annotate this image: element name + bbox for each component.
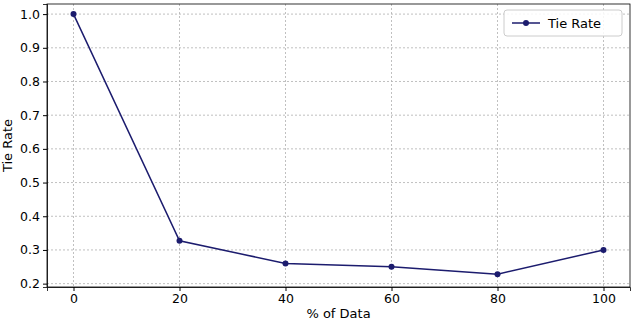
chart: 0 20 40 60 80 100 0.2 0.3 0.4 0.5 0.6 0.7 0.8 0.9 1.0 T…	[0, 0, 640, 321]
grid-line-y	[47, 47, 630, 48]
grid-line-y	[47, 216, 630, 217]
y-axis: 0.2 0.3 0.4 0.5 0.6 0.7 0.8 0.9 1.0	[20, 5, 47, 292]
tick-label: 80	[490, 291, 506, 306]
tick: 80	[490, 287, 506, 306]
series-point	[601, 247, 607, 253]
series-line	[74, 14, 604, 274]
tick-label: 100	[592, 291, 616, 306]
tick-mark	[43, 48, 47, 49]
tick-mark	[43, 284, 47, 285]
tick: 20	[172, 287, 188, 306]
grid-line-y	[47, 182, 630, 183]
tick-mark	[43, 216, 47, 217]
grid-line-x	[497, 4, 498, 287]
series-group	[71, 11, 607, 277]
grid-line-y	[47, 283, 630, 284]
grid-line-x	[285, 4, 286, 287]
grid-line-y	[47, 249, 630, 250]
series-point	[283, 260, 289, 266]
grid-line-x	[73, 4, 74, 287]
tick-label: 1.0	[20, 7, 40, 22]
tick: 0	[70, 287, 78, 306]
tick-label: 20	[172, 291, 188, 306]
grid-line-y	[47, 148, 630, 149]
grid-line-x	[603, 4, 604, 287]
tick-label: 0.7	[20, 108, 40, 123]
series-point	[71, 11, 77, 17]
legend-box	[504, 10, 622, 36]
tick-mark	[43, 149, 47, 150]
x-axis-title: % of Data	[306, 306, 370, 321]
tick-label: 0.2	[20, 276, 40, 291]
tick: 0.5	[20, 175, 47, 190]
tick: 100	[592, 287, 616, 306]
tick-mark	[43, 81, 47, 82]
series-point	[495, 271, 501, 277]
tick: 60	[384, 287, 400, 306]
y-axis-title: Tie Rate	[0, 119, 15, 173]
tick: 1.0	[20, 7, 47, 22]
tick-label: 0	[70, 291, 78, 306]
plot-area: 0 20 40 60 80 100 0.2 0.3 0.4 0.5 0.6 0.7 0.8 0.9 1.0 T…	[20, 4, 630, 306]
tick-mark	[43, 14, 47, 15]
axis-line	[48, 288, 631, 292]
series-point	[389, 264, 395, 270]
tick-mark	[43, 183, 47, 184]
tick: 0.9	[20, 40, 47, 55]
grid-line-x	[391, 4, 392, 287]
tick-label: 0.3	[20, 242, 40, 257]
tick-label: 60	[384, 291, 400, 306]
legend-marker	[523, 20, 529, 26]
x-axis: 0 20 40 60 80 100	[48, 287, 631, 306]
series-point	[177, 238, 183, 244]
tick-label: 0.5	[20, 175, 40, 190]
tick-label: 40	[278, 291, 294, 306]
tick: 40	[278, 287, 294, 306]
grid-line-x	[179, 4, 180, 287]
axis-line	[43, 5, 48, 288]
legend-label: Tie Rate	[547, 16, 601, 31]
grid-line-y	[47, 115, 630, 116]
tick: 0.7	[20, 108, 47, 123]
tick-label: 0.8	[20, 74, 40, 89]
tick: 0.2	[20, 276, 47, 291]
tick: 0.8	[20, 74, 47, 89]
grid-line-y	[47, 81, 630, 82]
tick-label: 0.9	[20, 40, 40, 55]
grid	[47, 4, 630, 287]
tick: 0.4	[20, 209, 47, 224]
tick-mark	[43, 250, 47, 251]
plot-frame	[47, 4, 630, 287]
tick: 0.6	[20, 141, 47, 156]
tick-mark	[43, 115, 47, 116]
tick-label: 0.6	[20, 141, 40, 156]
legend: Tie Rate	[504, 10, 622, 36]
tick: 0.3	[20, 242, 47, 257]
tick-label: 0.4	[20, 209, 40, 224]
